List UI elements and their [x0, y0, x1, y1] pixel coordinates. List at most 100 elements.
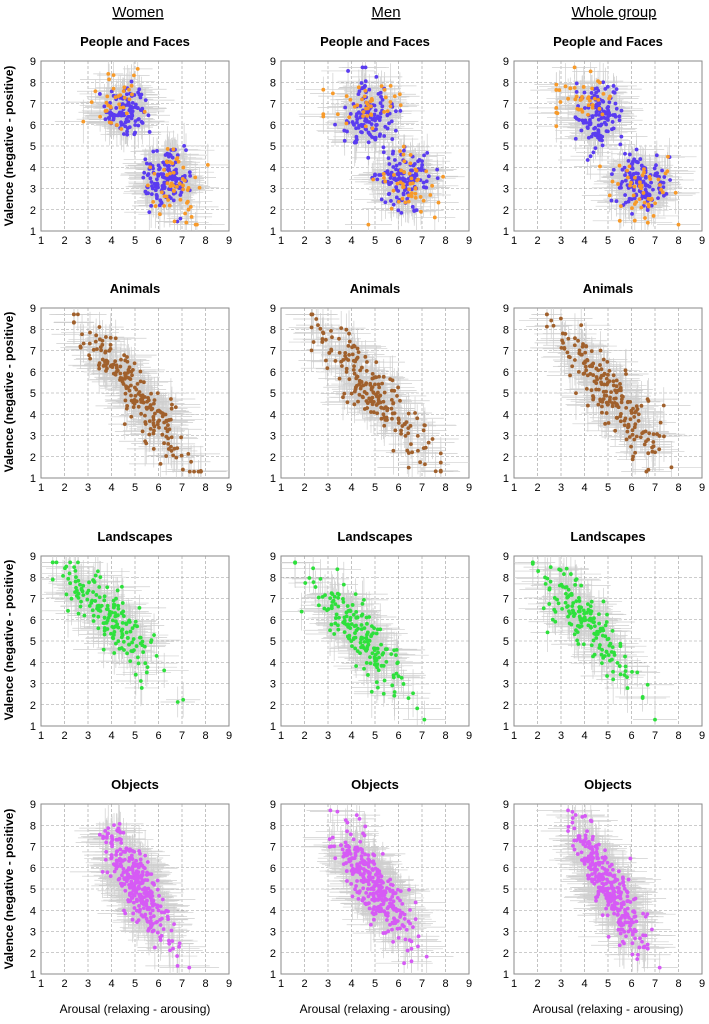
- data-point: [169, 435, 174, 440]
- data-point: [600, 112, 605, 117]
- data-point: [129, 393, 133, 398]
- data-point: [341, 395, 345, 400]
- data-point: [435, 167, 440, 172]
- data-point: [380, 381, 385, 386]
- data-point: [122, 353, 127, 358]
- data-point: [385, 406, 390, 411]
- xtick-label: 3: [325, 482, 331, 494]
- data-point: [345, 400, 350, 405]
- data-point: [363, 88, 368, 93]
- data-point: [614, 199, 619, 204]
- data-point: [355, 355, 360, 360]
- data-point: [577, 118, 582, 122]
- data-point: [676, 222, 681, 227]
- data-point: [388, 104, 393, 109]
- data-point: [366, 140, 371, 145]
- data-point: [415, 416, 420, 421]
- data-point: [379, 197, 384, 202]
- data-point: [78, 344, 83, 349]
- data-point: [164, 194, 169, 199]
- data-point: [554, 106, 559, 110]
- data-point: [370, 135, 374, 139]
- data-point: [175, 153, 180, 157]
- data-point: [393, 128, 398, 133]
- data-point: [122, 422, 127, 427]
- data-point: [107, 77, 111, 82]
- data-point: [396, 199, 401, 204]
- data-point: [375, 411, 380, 416]
- data-point: [382, 134, 387, 138]
- data-point: [379, 84, 384, 89]
- data-point: [428, 193, 433, 197]
- ytick-label: 6: [30, 367, 36, 379]
- data-point: [129, 414, 134, 419]
- xtick-label: 9: [699, 235, 705, 247]
- data-point: [337, 336, 341, 341]
- data-point: [178, 176, 183, 181]
- data-point: [421, 180, 426, 185]
- data-point: [396, 208, 401, 213]
- panel-title: Animals: [350, 281, 401, 296]
- data-point: [661, 185, 666, 190]
- data-point: [395, 177, 400, 182]
- data-point: [402, 422, 407, 426]
- data-point: [132, 73, 136, 78]
- data-point: [409, 442, 413, 447]
- data-point: [124, 92, 129, 97]
- ytick-label: 7: [30, 346, 36, 358]
- data-point: [366, 131, 371, 135]
- data-point: [189, 214, 194, 219]
- data-point: [401, 176, 406, 181]
- data-point: [179, 435, 184, 440]
- data-point: [374, 74, 379, 79]
- data-point: [151, 447, 156, 451]
- data-point: [193, 222, 198, 227]
- data-point: [165, 173, 170, 177]
- data-point: [620, 179, 625, 184]
- data-point: [129, 398, 134, 403]
- data-point: [358, 104, 363, 108]
- data-point: [647, 184, 652, 189]
- data-point: [119, 357, 123, 362]
- xtick-label: 6: [395, 482, 401, 494]
- data-point: [188, 174, 193, 178]
- data-point: [430, 183, 435, 188]
- data-point: [397, 92, 402, 97]
- panel-1-1: Animals 1 2 3 4 5 6 7 8 9 1 2 3 4 5 6 7 8 9: [270, 281, 472, 494]
- data-point: [589, 91, 594, 95]
- data-point: [662, 175, 667, 179]
- data-point: [632, 184, 637, 189]
- data-point: [362, 94, 367, 99]
- data-point: [118, 371, 123, 376]
- data-point: [403, 433, 408, 438]
- data-point: [631, 193, 636, 198]
- panel-title: People and Faces: [80, 34, 190, 49]
- data-point: [103, 117, 108, 122]
- data-point: [557, 88, 562, 93]
- data-point: [166, 423, 170, 428]
- data-point: [366, 109, 371, 114]
- data-point: [410, 450, 415, 455]
- data-point: [321, 87, 326, 92]
- data-point: [419, 165, 424, 170]
- data-point: [342, 138, 347, 143]
- xtick-label: 7: [652, 235, 658, 247]
- data-point: [126, 114, 130, 119]
- data-point: [438, 468, 443, 473]
- ytick-label: 3: [30, 184, 36, 196]
- data-point: [139, 393, 143, 398]
- data-point: [140, 106, 145, 111]
- data-point: [175, 219, 180, 224]
- data-point: [343, 105, 348, 110]
- data-point: [374, 127, 378, 132]
- xtick-label: 3: [325, 235, 331, 247]
- data-point: [124, 406, 129, 411]
- data-point: [149, 391, 153, 396]
- data-point: [377, 134, 382, 138]
- data-point: [595, 86, 599, 91]
- data-point: [72, 320, 76, 325]
- data-point: [673, 190, 678, 195]
- data-point: [97, 363, 101, 368]
- data-point: [81, 341, 86, 346]
- data-point: [360, 65, 365, 70]
